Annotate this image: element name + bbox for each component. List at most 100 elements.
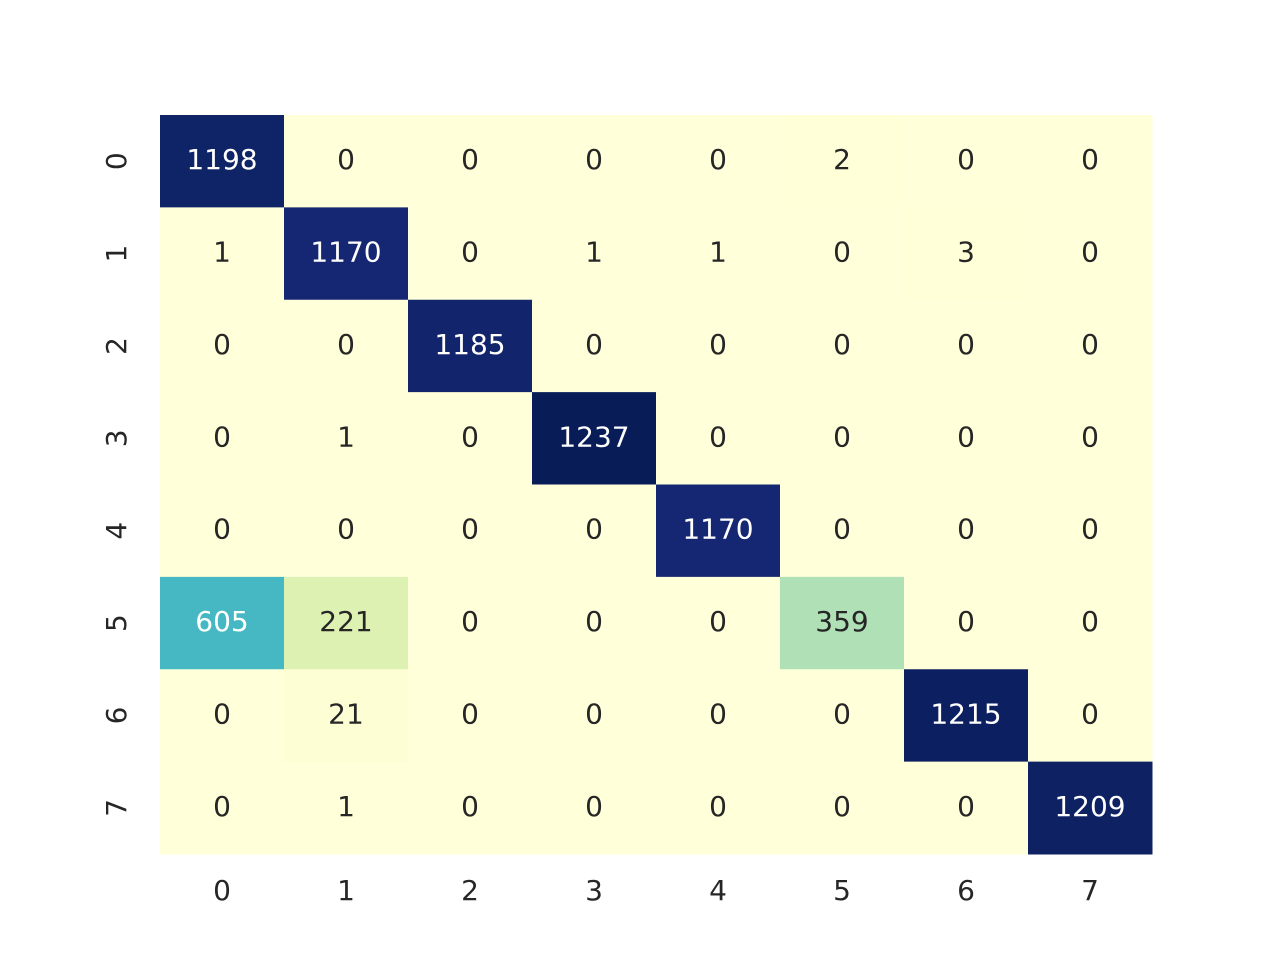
- heatmap-cell: [160, 484, 285, 578]
- heatmap-cell: [1028, 669, 1153, 763]
- cell-label: 0: [709, 790, 727, 823]
- cell-label: 0: [833, 236, 851, 269]
- cell-label: 0: [957, 328, 975, 361]
- heatmap-cell: [408, 115, 533, 208]
- cell-label: 0: [337, 328, 355, 361]
- heatmap-cell: [160, 576, 285, 670]
- heatmap-cell: [532, 207, 657, 301]
- cell-label: 1170: [310, 236, 381, 269]
- heatmap-cell: [904, 115, 1029, 208]
- cell-label: 0: [1081, 236, 1099, 269]
- heatmap-cell: [284, 207, 409, 301]
- cell-label: 0: [585, 790, 603, 823]
- cell-label: 0: [833, 697, 851, 730]
- cell-label: 1237: [558, 420, 629, 453]
- x-tick-label: 3: [585, 874, 603, 907]
- cell-label: 0: [957, 420, 975, 453]
- heatmap-cell: [284, 115, 409, 208]
- cell-label: 0: [585, 328, 603, 361]
- cell-label: 0: [461, 143, 479, 176]
- heatmap-cell: [160, 392, 285, 485]
- cell-label: 0: [709, 328, 727, 361]
- heatmap-cell: [532, 392, 657, 485]
- heatmap-cell: [1028, 392, 1153, 485]
- heatmap-cell: [904, 207, 1029, 301]
- cell-label: 0: [213, 513, 231, 546]
- cell-label: 0: [1081, 697, 1099, 730]
- heatmap-cell: [284, 392, 409, 485]
- heatmap-cell: [1028, 299, 1153, 393]
- y-tick-label: 6: [100, 707, 133, 725]
- y-tick-label: 1: [100, 245, 133, 263]
- heatmap-cell: [408, 669, 533, 763]
- cell-label: 0: [213, 697, 231, 730]
- cell-label: 1: [585, 236, 603, 269]
- x-tick-label: 6: [957, 874, 975, 907]
- heatmap-cell: [656, 576, 781, 670]
- cell-label: 0: [585, 143, 603, 176]
- heatmap-cell: [160, 299, 285, 393]
- cell-label: 0: [461, 420, 479, 453]
- cell-label: 2: [833, 143, 851, 176]
- heatmap-cell: [160, 669, 285, 763]
- cell-label: 0: [1081, 605, 1099, 638]
- heatmap-cell: [656, 115, 781, 208]
- heatmap-cell: [780, 669, 905, 763]
- heatmap-cell: [904, 392, 1029, 485]
- cell-label: 0: [833, 328, 851, 361]
- heatmap-cell: [532, 115, 657, 208]
- cell-label: 0: [213, 420, 231, 453]
- cell-label: 0: [1081, 143, 1099, 176]
- y-tick-label: 3: [100, 429, 133, 447]
- cell-label: 0: [1081, 328, 1099, 361]
- heatmap-cell: [780, 576, 905, 670]
- heatmap-cell: [532, 484, 657, 578]
- cell-label: 0: [709, 697, 727, 730]
- y-tick-label: 5: [100, 614, 133, 632]
- cell-label: 1: [337, 790, 355, 823]
- y-tick-label: 4: [100, 522, 133, 540]
- x-tick-label: 0: [213, 874, 231, 907]
- cell-label: 605: [195, 605, 248, 638]
- cell-label: 1198: [186, 143, 257, 176]
- cell-label: 1: [709, 236, 727, 269]
- heatmap-cell: [904, 761, 1029, 855]
- x-tick-label: 2: [461, 874, 479, 907]
- heatmap-cell: [284, 576, 409, 670]
- heatmap-cell: [904, 576, 1029, 670]
- heatmap-cell: [1028, 484, 1153, 578]
- cell-label: 0: [461, 790, 479, 823]
- heatmap-cell: [780, 392, 905, 485]
- x-tick-label: 5: [833, 874, 851, 907]
- heatmap-cell: [408, 484, 533, 578]
- heatmap-cell: [408, 299, 533, 393]
- cell-label: 359: [815, 605, 868, 638]
- heatmap-cell: [532, 669, 657, 763]
- heatmap-cell: [408, 207, 533, 301]
- heatmap-cell: [780, 207, 905, 301]
- heatmap-cell: [904, 299, 1029, 393]
- cell-label: 0: [461, 513, 479, 546]
- heatmap-cell: [160, 115, 285, 208]
- heatmap-cell: [1028, 207, 1153, 301]
- heatmap-cell: [160, 761, 285, 855]
- y-tick-label: 0: [100, 152, 133, 170]
- heatmap-cell: [780, 115, 905, 208]
- cell-label: 0: [957, 605, 975, 638]
- heatmap-cell: [408, 392, 533, 485]
- cell-label: 0: [957, 143, 975, 176]
- cell-label: 0: [709, 143, 727, 176]
- heatmap-cell: [160, 207, 285, 301]
- x-tick-label: 7: [1081, 874, 1099, 907]
- heatmap-cell: [656, 669, 781, 763]
- cell-label: 0: [709, 605, 727, 638]
- y-tick-label: 2: [100, 337, 133, 355]
- cell-label: 1209: [1054, 790, 1125, 823]
- cell-label: 0: [957, 513, 975, 546]
- cell-label: 0: [213, 790, 231, 823]
- cell-label: 0: [461, 605, 479, 638]
- heatmap-cell: [284, 299, 409, 393]
- cell-label: 1185: [434, 328, 505, 361]
- heatmap-cell: [284, 669, 409, 763]
- cell-label: 0: [213, 328, 231, 361]
